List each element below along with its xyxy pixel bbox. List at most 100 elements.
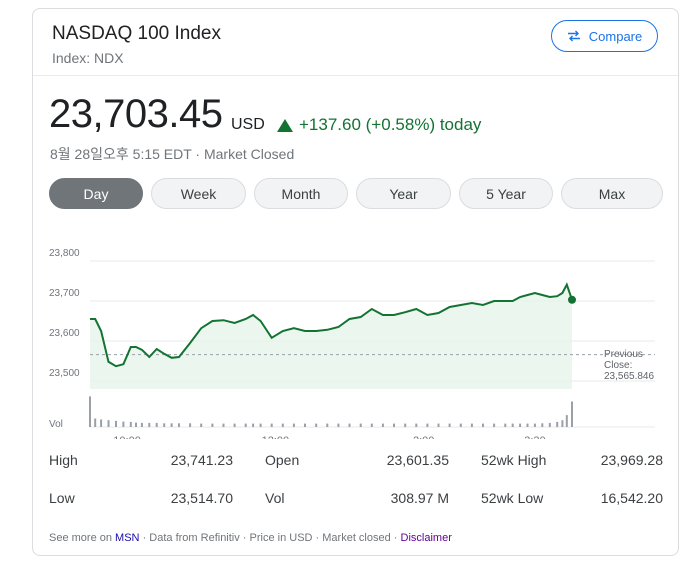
price-change-text: +137.60 (+0.58%) today	[299, 115, 482, 134]
stat-vol-label: Vol	[265, 490, 285, 506]
y-tick-label: 23,800	[49, 248, 80, 259]
last-price-dot	[568, 295, 576, 304]
range-tab-5year[interactable]: 5 Year	[459, 178, 553, 209]
range-tab-year[interactable]: Year	[356, 178, 451, 209]
previous-close-label-line2: Close:	[604, 360, 632, 371]
footer-see-more: See more on	[49, 532, 112, 544]
up-arrow-icon	[277, 118, 293, 132]
price-change: +137.60 (+0.58%) today	[277, 115, 481, 135]
volume-bar	[415, 423, 418, 427]
volume-bar	[381, 423, 384, 427]
stat-low-label: Low	[49, 490, 75, 506]
swap-arrows-icon	[567, 30, 581, 42]
volume-bar	[511, 423, 514, 427]
volume-bar	[244, 423, 247, 427]
volume-bar	[200, 423, 203, 427]
volume-bar	[107, 420, 110, 427]
compare-label: Compare	[588, 28, 643, 44]
disclaimer-link[interactable]: Disclaimer	[400, 532, 452, 544]
volume-bar	[548, 422, 551, 427]
source-footer: See more on MSN · Data from Refinitiv · …	[49, 532, 452, 544]
volume-bar	[178, 423, 180, 427]
price-area-fill	[90, 284, 572, 389]
range-tab-max[interactable]: Max	[561, 178, 663, 209]
stat-high-label: High	[49, 452, 78, 468]
stat-52wk-low-label: 52wk Low	[481, 490, 544, 506]
range-tab-day[interactable]: Day	[49, 178, 143, 209]
volume-bar	[393, 423, 395, 427]
index-title: NASDAQ 100 Index	[52, 23, 221, 44]
stat-52wk-high-value: 23,969.28	[600, 452, 663, 468]
volume-bar	[437, 423, 440, 427]
previous-close-label-line1: Previous	[604, 349, 643, 360]
x-tick-label: 10:00	[113, 435, 141, 439]
volume-bar	[233, 423, 236, 427]
volume-bar	[482, 423, 484, 427]
volume-bar	[259, 423, 262, 427]
quote-timestamp: 8월 28일오후 5:15 EDT · Market Closed	[50, 146, 295, 162]
compare-button[interactable]: Compare	[551, 20, 658, 52]
volume-bar	[270, 423, 273, 427]
previous-close-label: Previous Close:	[604, 349, 646, 371]
volume-bar	[140, 422, 143, 427]
volume-bar	[163, 423, 166, 427]
volume-bar	[155, 422, 158, 427]
volume-bar	[448, 423, 451, 427]
msn-link[interactable]: MSN	[115, 532, 140, 544]
x-tick-label: 12:00	[262, 435, 290, 439]
volume-bar	[115, 420, 117, 427]
footer-source-text: · Data from Refinitiv · Price in USD · M…	[142, 532, 398, 544]
price-line	[90, 282, 573, 368]
stat-low-value: 23,514.70	[170, 490, 233, 506]
volume-bar	[459, 423, 462, 427]
volume-bar	[359, 423, 362, 427]
x-tick-label: 3:30	[524, 435, 545, 439]
volume-bar	[304, 423, 306, 427]
volume-bar	[556, 421, 559, 427]
volume-bar	[89, 396, 91, 427]
x-tick-label: 2:00	[413, 435, 434, 439]
volume-bar	[541, 423, 544, 427]
y-tick-label: 23,500	[49, 368, 80, 379]
volume-bar	[504, 423, 507, 427]
volume-bar	[189, 423, 192, 427]
volume-bar	[533, 423, 536, 427]
volume-axis-label: Vol	[49, 419, 63, 430]
volume-bar	[565, 415, 568, 427]
volume-bar	[94, 418, 97, 427]
volume-bar	[326, 423, 329, 427]
range-selector: Day Week Month Year 5 Year Max	[49, 178, 663, 210]
volume-bar	[252, 423, 255, 427]
range-tab-month[interactable]: Month	[254, 178, 348, 209]
volume-bar	[404, 423, 407, 427]
intraday-chart[interactable]: 23,800 23,700 23,600 23,500 10:00 12:00 2:00 3…	[33, 239, 678, 439]
volume-bar	[129, 421, 132, 427]
volume-bar	[281, 423, 284, 427]
current-price: 23,703.45	[49, 92, 223, 136]
volume-bar	[211, 423, 214, 427]
previous-close-value: 23,565.846	[604, 371, 654, 382]
volume-bar	[135, 422, 137, 427]
currency-label: USD	[231, 116, 265, 133]
volume-bar	[426, 423, 429, 427]
range-tab-week[interactable]: Week	[151, 178, 246, 209]
header-divider	[33, 75, 678, 76]
stat-open-label: Open	[265, 452, 300, 468]
volume-bar	[526, 423, 529, 427]
volume-bar	[315, 423, 318, 427]
volume-bar	[100, 419, 103, 427]
stat-open-value: 23,601.35	[386, 452, 449, 468]
volume-bar	[170, 423, 173, 427]
volume-bar	[222, 423, 225, 427]
stat-52wk-low-value: 16,542.20	[600, 490, 663, 506]
volume-bar	[348, 423, 351, 427]
volume-bar	[519, 423, 522, 427]
y-tick-label: 23,600	[49, 328, 80, 339]
finance-card: NASDAQ 100 Index Index: NDX Compare 23,7…	[32, 8, 679, 556]
volume-bar	[148, 422, 151, 427]
volume-bar	[493, 423, 496, 427]
volume-bar	[470, 423, 473, 427]
stat-high-value: 23,741.23	[170, 452, 233, 468]
stat-52wk-high-label: 52wk High	[481, 452, 547, 468]
volume-bar	[370, 423, 373, 427]
